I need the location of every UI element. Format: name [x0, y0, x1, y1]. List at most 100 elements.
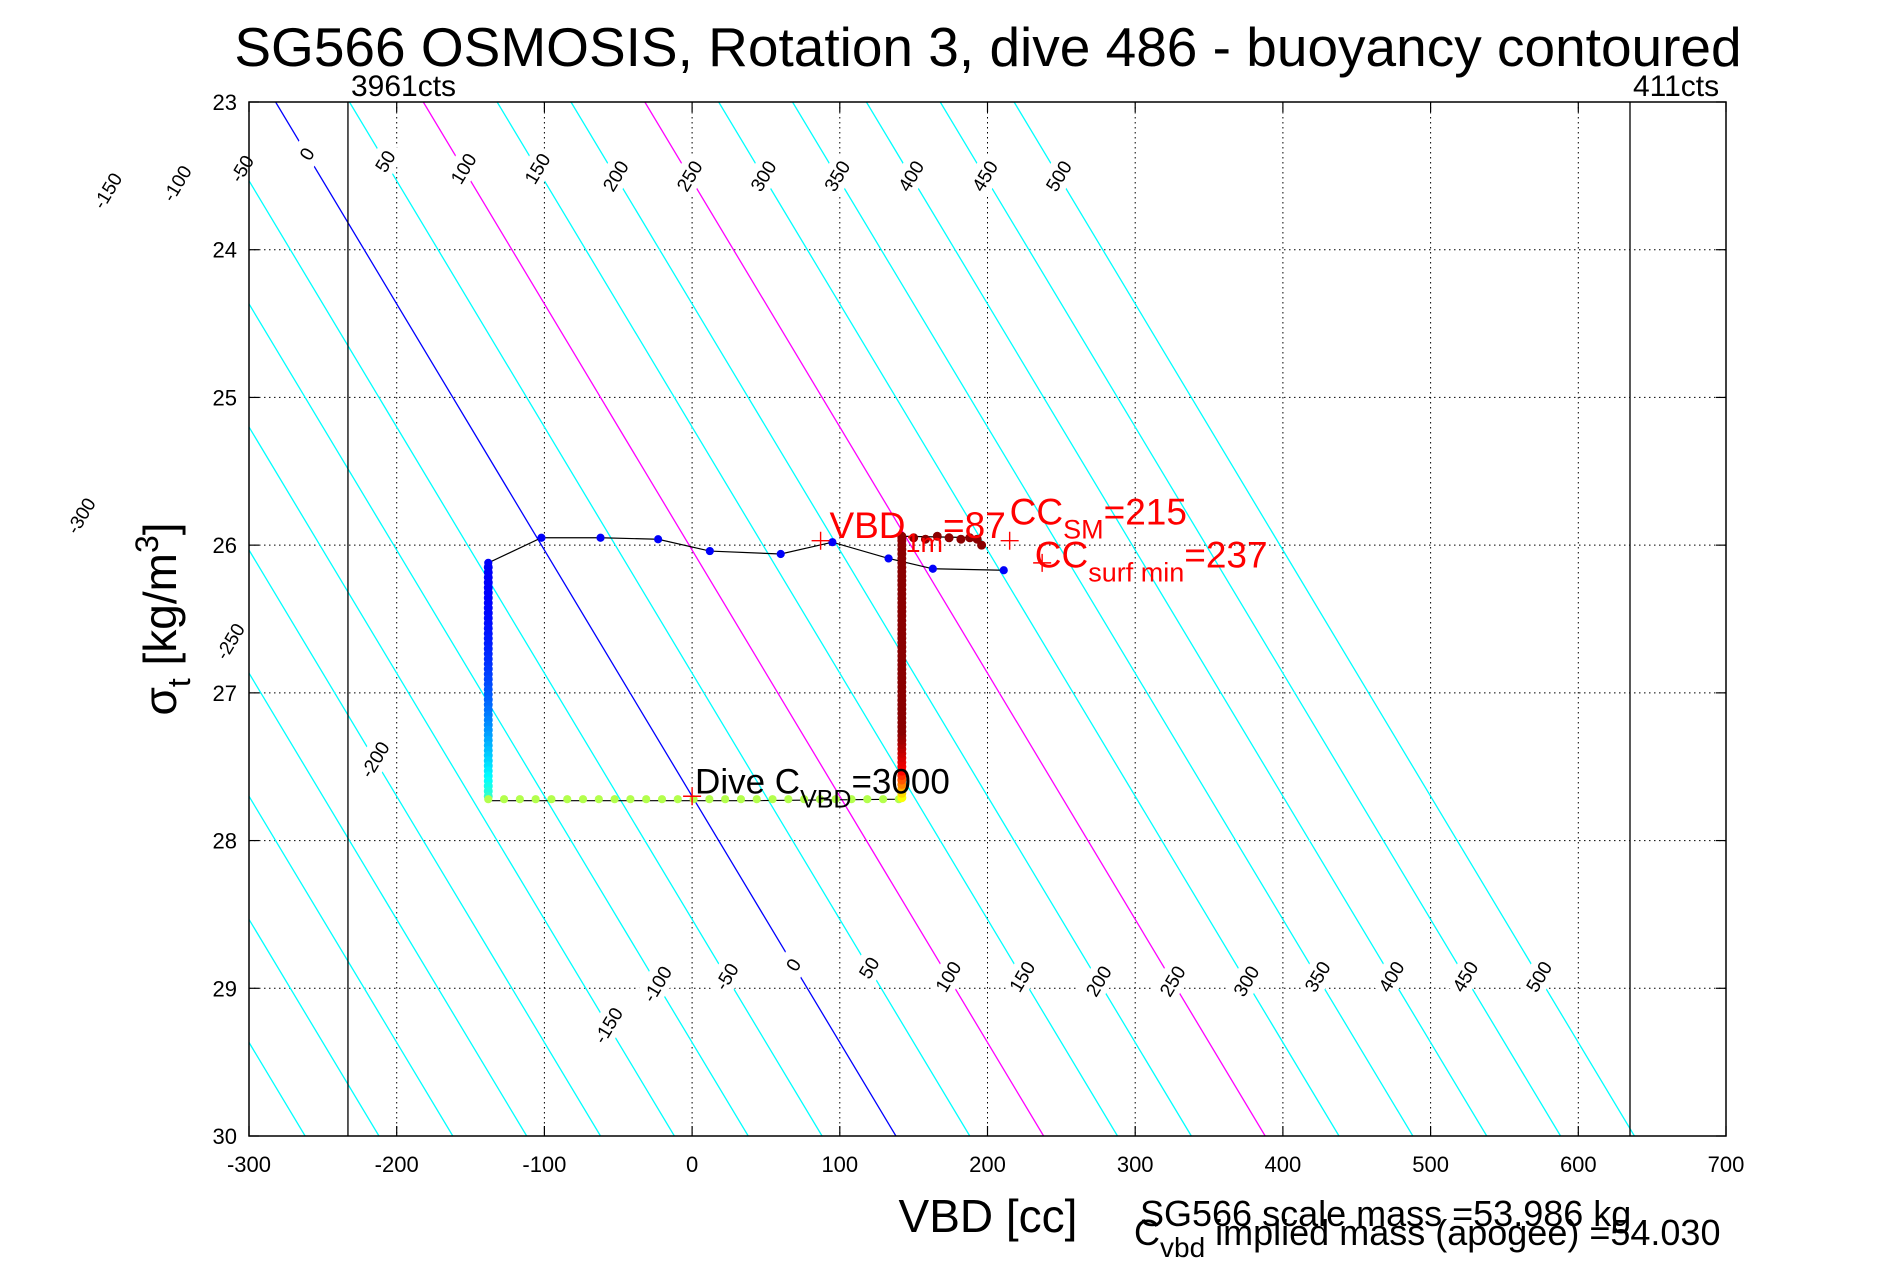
- dive-point: [784, 795, 793, 804]
- contour-line: [0, 102, 231, 1136]
- x-tick-label: 500: [1412, 1152, 1449, 1177]
- contour-label-bg: [209, 619, 251, 664]
- x-tick-label: -200: [375, 1152, 419, 1177]
- y-axis-label-end: ]: [134, 522, 186, 535]
- contour-label-bg: [848, 945, 890, 990]
- dive-point: [626, 795, 635, 804]
- contour-line: [249, 179, 823, 1136]
- contour-label-bg: [1037, 153, 1079, 198]
- contour-label-bg: [1518, 954, 1560, 999]
- dive-point: [484, 795, 493, 804]
- dive-point: [909, 533, 919, 543]
- x-tick-label: -100: [522, 1152, 566, 1177]
- contour-line: [422, 102, 1045, 1136]
- contour-line: [249, 671, 528, 1136]
- contour-line: [249, 425, 675, 1136]
- marker-plus: [811, 531, 830, 550]
- contour-label-bg: [927, 954, 969, 999]
- dive-point: [897, 533, 907, 543]
- x-axis-label: VBD [cc]: [899, 1190, 1078, 1242]
- annotation-cc-sm: CCSM=215: [1010, 491, 1187, 544]
- contour-label-bg: [1296, 954, 1338, 999]
- y-tick-label: 24: [213, 238, 237, 263]
- dive-point: [547, 795, 556, 804]
- contour-label-bg: [890, 153, 932, 198]
- red-markers: [683, 531, 1052, 806]
- contour-label-bg: [587, 1003, 629, 1048]
- contour-label-bg: [1225, 958, 1267, 1004]
- footer-implied-mass-sub: vbd: [1160, 1232, 1205, 1262]
- dive-point: [610, 795, 619, 804]
- buoyancy-contours: [0, 102, 1635, 1136]
- chart-title: SG566 OSMOSIS, Rotation 3, dive 486 - bu…: [234, 16, 1741, 78]
- marker-plus: [683, 787, 702, 806]
- contour-label-bg: [964, 153, 1005, 198]
- y-tick-label: 30: [213, 1124, 237, 1149]
- marker-plus: [1000, 531, 1019, 550]
- dive-point: [673, 795, 682, 804]
- x-tick-label: 0: [686, 1152, 698, 1177]
- contour-line: [275, 102, 897, 1136]
- dive-point: [705, 795, 714, 804]
- contour-line: [570, 102, 1192, 1136]
- contour-line: [1013, 102, 1635, 1136]
- dive-point: [499, 795, 509, 804]
- y-tick-label: 23: [213, 90, 237, 115]
- dive-point: [654, 535, 663, 544]
- contour-label-bg: [442, 146, 484, 191]
- contour-label-bg: [354, 737, 395, 782]
- contour-label-bg: [1370, 954, 1412, 999]
- y-tick-label: 26: [213, 533, 237, 558]
- contour-label-bg: [668, 153, 710, 198]
- contour-label-bg: [156, 161, 198, 206]
- dive-point: [736, 795, 746, 804]
- dive-point: [831, 795, 840, 804]
- contour-label-bg: [742, 153, 784, 198]
- contour-label-bg: [1077, 958, 1119, 1004]
- dive-point: [776, 549, 785, 559]
- annotation-dive-cvbd-value: =3000: [851, 762, 949, 801]
- annotation-vbd1m-sub: 1m: [906, 528, 944, 558]
- contour-line: [718, 102, 1340, 1136]
- x-tick-label: -300: [227, 1152, 271, 1177]
- dive-point: [932, 531, 942, 541]
- axis-ticks: -300 -200 -100 0 100 200 300 400 500 600 700 23 24 25…: [213, 90, 1745, 1177]
- grid-lines: [249, 102, 1726, 1136]
- contour-label-bg: [594, 153, 636, 198]
- x-tick-label: 300: [1117, 1152, 1154, 1177]
- contour-label-bg: [636, 961, 678, 1006]
- y-tick-label: 25: [213, 385, 237, 410]
- dive-point: [956, 534, 966, 544]
- footer-implied-mass-rest: implied mass (apogee) =54.030: [1205, 1212, 1720, 1253]
- contour-line: [644, 102, 1266, 1136]
- annotation-cc-sm-base: CC: [1010, 491, 1063, 532]
- dive-point: [999, 566, 1008, 575]
- dive-point: [944, 533, 954, 543]
- dive-point: [884, 554, 893, 563]
- limit-line-label: 411cts: [1633, 70, 1719, 103]
- y-tick-label: 28: [213, 829, 237, 854]
- contour-label-bg: [86, 168, 128, 213]
- dive-point: [515, 795, 524, 804]
- contour-label-bg: [516, 146, 558, 191]
- contour-line: [249, 918, 380, 1136]
- contour-label-bg: [1001, 954, 1043, 999]
- x-tick-label: 600: [1560, 1152, 1597, 1177]
- contour-line: [865, 102, 1488, 1136]
- contour-line: [249, 302, 749, 1136]
- dive-point: [596, 533, 605, 542]
- y-axis-label: σt [kg/m3]: [129, 522, 197, 715]
- contour-label-bg: [816, 153, 858, 198]
- contour-line: [249, 548, 602, 1136]
- x-tick-label: 400: [1265, 1152, 1302, 1177]
- x-tick-label: 100: [821, 1152, 858, 1177]
- dive-point: [752, 795, 761, 804]
- contour-label-bg: [286, 131, 328, 176]
- contour-label-bg: [772, 942, 814, 987]
- footer-implied-mass-base: C: [1134, 1212, 1160, 1253]
- dive-point: [863, 795, 872, 804]
- dive-point: [815, 795, 825, 804]
- x-tick-label: 700: [1708, 1152, 1745, 1177]
